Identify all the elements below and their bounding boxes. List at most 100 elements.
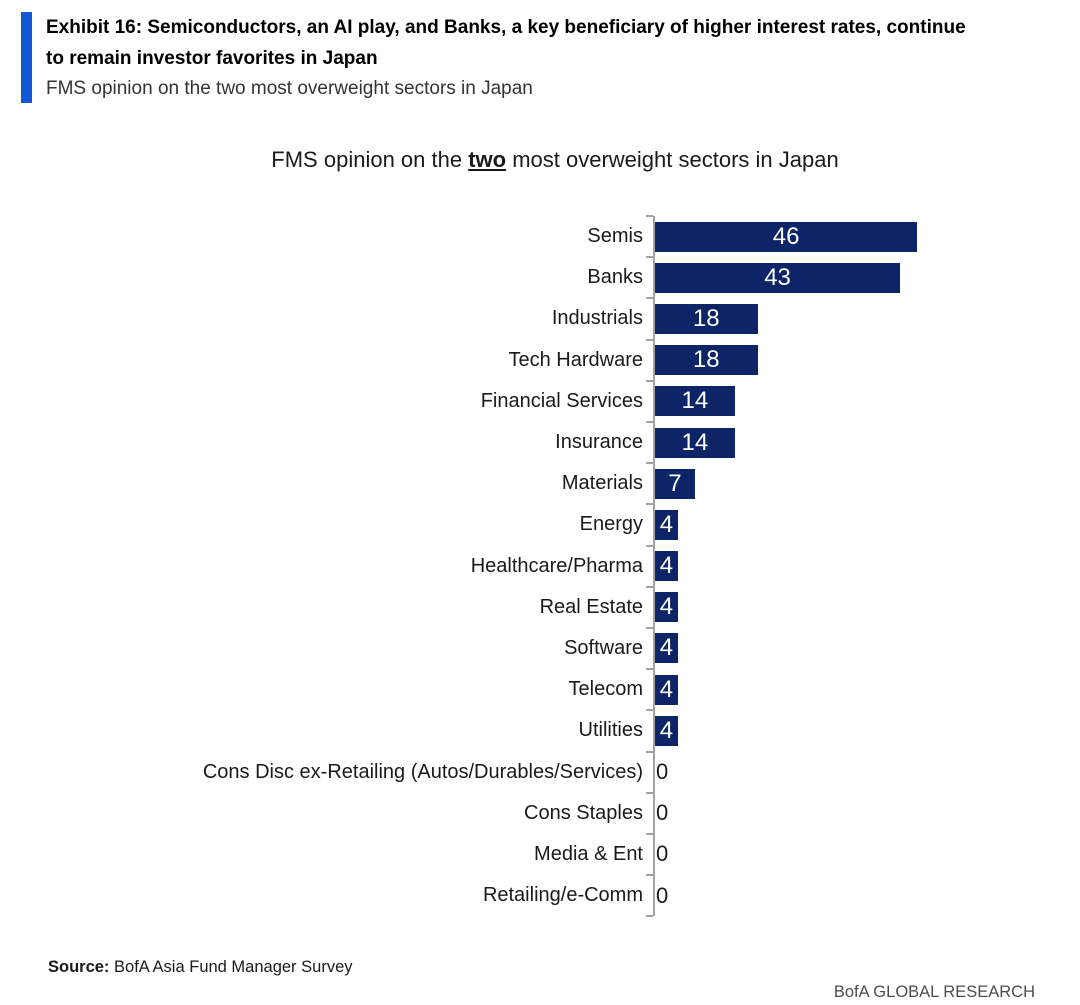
- category-label-banks: Banks: [587, 266, 643, 289]
- axis-tick: [646, 462, 653, 465]
- axis-tick: [646, 379, 653, 382]
- bar-row-industrials: 18: [655, 298, 1018, 339]
- bar-value-label: 4: [659, 634, 674, 662]
- category-axis-labels: Semis Banks Industrials Tech Hardware Financ…: [92, 216, 653, 916]
- bar-row-energy: 4: [655, 504, 1018, 545]
- bar-insurance: 14: [655, 427, 735, 458]
- bar-utilities: 4: [655, 715, 678, 746]
- axis-tick: [646, 421, 653, 423]
- brand-line: BofA GLOBAL RESEARCH: [833, 983, 1035, 1002]
- bar-energy: 4: [655, 509, 678, 540]
- bar-value-label: 46: [772, 222, 800, 250]
- axis-tick: [646, 627, 653, 629]
- category-label-healthcare-pharma: Healthcare/Pharma: [470, 554, 643, 577]
- category-label-insurance: Insurance: [555, 431, 643, 454]
- category-label-energy: Energy: [579, 513, 643, 536]
- bar-healthcare-pharma: 4: [655, 551, 678, 582]
- bar-row-cons-staples: 0: [655, 793, 1018, 834]
- source-label: Source:: [48, 958, 110, 977]
- bar-value-label: 43: [764, 263, 791, 291]
- axis-tick: [646, 915, 653, 918]
- category-label-software: Software: [564, 636, 643, 659]
- category-label-real-estate: Real Estate: [539, 595, 643, 618]
- category-label-industrials: Industrials: [551, 307, 643, 330]
- category-label-financial-services: Financial Services: [480, 389, 643, 412]
- axis-tick: [646, 503, 653, 506]
- axis-tick: [646, 585, 653, 588]
- chart-title: FMS opinion on the two most overweight s…: [92, 147, 1018, 177]
- bar-row-semis: 46: [655, 216, 1018, 257]
- category-label-retailing-e-comm: Retailing/e-Comm: [482, 884, 643, 907]
- bar-row-tech-hardware: 18: [655, 340, 1018, 381]
- category-label-tech-hardware: Tech Hardware: [508, 348, 643, 371]
- bar-tech-hardware: 18: [655, 345, 758, 376]
- accent-bar: [21, 12, 32, 103]
- axis-tick: [646, 874, 653, 877]
- bar-value-label: 4: [659, 716, 674, 744]
- bar-software: 4: [655, 633, 678, 664]
- bar-value-label: 14: [681, 387, 709, 415]
- bar-row-telecom: 4: [655, 669, 1018, 710]
- category-label-media-ent: Media & Ent: [534, 842, 643, 865]
- bars-area: 46 43 18 18 14 14 7 4 4 4 4 4 4 0 0 0 0: [646, 215, 1018, 918]
- bar-value-label: 4: [659, 552, 674, 580]
- bar-value-label: 14: [681, 428, 709, 456]
- category-label-cons-staples: Cons Staples: [524, 801, 643, 824]
- bar-row-utilities: 4: [655, 710, 1018, 751]
- category-label-materials: Materials: [561, 472, 643, 495]
- category-label-semis: Semis: [587, 225, 643, 248]
- category-label-cons-disc-ex-retailing-autos-durables-services: Cons Disc ex-Retailing (Autos/Durables/S…: [202, 760, 643, 783]
- chart-title-suffix: most overweight sectors in Japan: [506, 147, 839, 172]
- bar-value-label: 18: [692, 304, 720, 332]
- chart-title-prefix: FMS opinion on the: [271, 147, 469, 172]
- axis-tick: [646, 668, 653, 671]
- axis-tick: [646, 338, 653, 341]
- bar-row-software: 4: [655, 628, 1018, 669]
- bar-row-financial-services: 14: [655, 381, 1018, 422]
- exhibit-title: Exhibit 16: Semiconductors, an AI play, …: [46, 12, 1056, 74]
- category-label-telecom: Telecom: [568, 678, 643, 701]
- bar-value-label: 4: [659, 675, 674, 703]
- bar-financial-services: 14: [655, 386, 735, 417]
- zero-value-label: 0: [656, 841, 669, 867]
- bar-banks: 43: [655, 262, 901, 293]
- zero-value-label: 0: [656, 882, 669, 908]
- bar-value-label: 7: [668, 469, 682, 497]
- bar-row-materials: 7: [655, 463, 1018, 504]
- axis-tick: [646, 833, 653, 835]
- exhibit-title-line-1: Exhibit 16: Semiconductors, an AI play, …: [46, 17, 966, 38]
- bar-value-label: 18: [692, 346, 720, 374]
- bar-semis: 46: [655, 221, 918, 252]
- axis-tick: [646, 544, 653, 547]
- bar-row-retailing-e-comm: 0: [655, 875, 1018, 916]
- bar-real-estate: 4: [655, 592, 678, 623]
- bar-row-real-estate: 4: [655, 587, 1018, 628]
- exhibit-header-text: Exhibit 16: Semiconductors, an AI play, …: [46, 12, 1056, 103]
- bar-row-media-ent: 0: [655, 834, 1018, 875]
- axis-tick: [646, 791, 653, 794]
- bar-telecom: 4: [655, 674, 678, 705]
- source-line: Source: BofA Asia Fund Manager Survey: [48, 958, 1080, 977]
- bar-value-label: 4: [659, 510, 674, 538]
- bar-value-label: 4: [659, 593, 674, 621]
- source-text: BofA Asia Fund Manager Survey: [109, 958, 353, 977]
- bar-row-banks: 43: [655, 257, 1018, 298]
- bar-row-cons-disc-ex-retailing-autos-durables-services: 0: [655, 751, 1018, 792]
- bar-row-healthcare-pharma: 4: [655, 546, 1018, 587]
- exhibit-title-line-2: to remain investor favorites in Japan: [46, 48, 378, 69]
- exhibit-header: Exhibit 16: Semiconductors, an AI play, …: [21, 12, 1080, 103]
- bar-materials: 7: [655, 468, 695, 499]
- axis-tick: [646, 750, 653, 753]
- bar-chart-plot: Semis Banks Industrials Tech Hardware Financ…: [92, 215, 1018, 918]
- axis-tick: [646, 709, 653, 712]
- exhibit-subtitle: FMS opinion on the two most overweight s…: [46, 78, 533, 99]
- chart-title-emphasis: two: [468, 147, 507, 172]
- bar-industrials: 18: [655, 303, 758, 334]
- zero-value-label: 0: [656, 800, 669, 826]
- axis-tick: [646, 297, 653, 300]
- axis-tick: [646, 256, 653, 259]
- axis-tick: [646, 215, 653, 217]
- zero-value-label: 0: [656, 759, 669, 785]
- bar-row-insurance: 14: [655, 422, 1018, 463]
